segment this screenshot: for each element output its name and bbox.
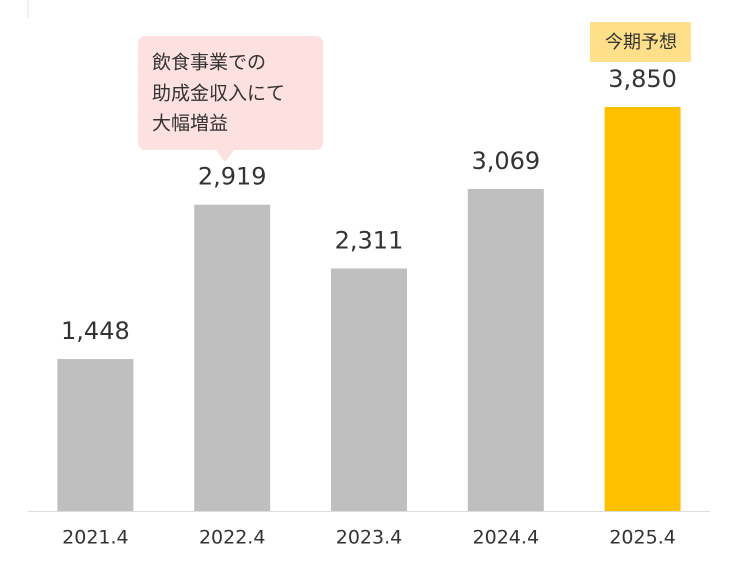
- x-tick-label: 2025.4: [609, 527, 675, 549]
- callout-box: [138, 36, 323, 162]
- callout-line: 大幅増益: [152, 113, 228, 135]
- x-tick-label: 2021.4: [62, 527, 128, 549]
- callout-line: 飲食事業での: [152, 52, 266, 74]
- callout-line: 助成金収入にて: [152, 83, 285, 105]
- bar: [604, 107, 681, 511]
- value-label: 1,448: [61, 317, 130, 345]
- x-tick-label: 2024.4: [473, 527, 539, 549]
- badge-box: [590, 22, 691, 62]
- x-tick-label: 2023.4: [336, 527, 402, 549]
- value-label: 2,919: [198, 163, 267, 191]
- bar: [57, 359, 134, 511]
- bar: [331, 268, 407, 511]
- value-label: 2,311: [335, 226, 404, 254]
- value-label: 3,850: [608, 65, 677, 93]
- value-label: 3,069: [471, 147, 540, 175]
- badge: 今期予想: [605, 32, 677, 53]
- x-tick-label: 2022.4: [199, 527, 265, 549]
- bar: [467, 188, 544, 511]
- bar: [194, 204, 271, 511]
